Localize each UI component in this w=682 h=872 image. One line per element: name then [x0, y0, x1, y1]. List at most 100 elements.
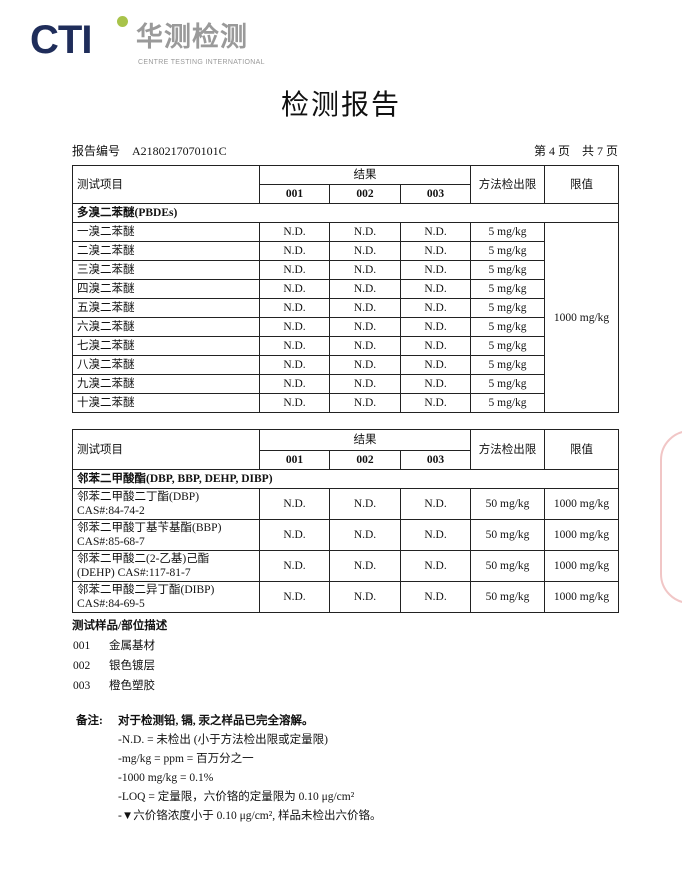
table-cell: 5 mg/kg: [470, 222, 546, 242]
cti-logo: CTI 华测检测 CENTRE TESTING INTERNATIONAL: [30, 10, 290, 66]
table-cell: N.D.: [259, 393, 330, 413]
table-cell: N.D.: [329, 581, 401, 613]
table-cell: N.D.: [259, 355, 330, 375]
sample-item: 003 橙色塑胶: [72, 679, 632, 694]
table-row: 三溴二苯醚 N.D. N.D. N.D. 5 mg/kg: [72, 260, 619, 280]
pbde-table: 测试项目 结果 方法检出限 限值 001 002 003 多溴二苯醚(PBDEs) 一溴二…: [71, 165, 620, 413]
table-cell: 5 mg/kg: [470, 298, 546, 318]
header-item: 测试项目: [72, 165, 260, 204]
header-003: 003: [399, 450, 472, 470]
cas-number: CAS#:84-69-5: [77, 598, 145, 610]
header-limit: 限值: [544, 165, 620, 204]
table-row: 六溴二苯醚 N.D. N.D. N.D. 5 mg/kg: [72, 317, 619, 337]
table-cell: N.D.: [329, 241, 401, 261]
group-row: 多溴二苯醚(PBDEs): [71, 203, 620, 223]
notes: 备注: 对于检测铅, 镉, 汞之样品已完全溶解。 -N.D. = 未检出 (小于方…: [72, 714, 632, 828]
note-line: -▼六价铬浓度小于 0.10 μg/cm², 样品未检出六价铬。: [118, 810, 382, 822]
table-cell: N.D.: [259, 260, 330, 280]
table-cell: N.D.: [329, 317, 401, 337]
note-line: -mg/kg = ppm = 百万分之一: [118, 753, 254, 765]
samples-list: 001 金属基材 002 银色镀层 003 橙色塑胶: [72, 639, 632, 694]
table-cell: N.D.: [259, 581, 330, 613]
table-cell: 1000 mg/kg: [544, 581, 620, 613]
table-cell: N.D.: [259, 550, 330, 582]
logo-mark: CTI: [30, 18, 92, 62]
table-cell: N.D.: [259, 374, 330, 394]
table-cell: 5 mg/kg: [470, 336, 546, 356]
table-cell: N.D.: [259, 488, 330, 520]
table-row: 一溴二苯醚 N.D. N.D. N.D. 5 mg/kg 1000 mg/kg: [72, 222, 620, 413]
table-cell: N.D.: [329, 374, 401, 394]
table-cell: N.D.: [399, 519, 472, 551]
table-cell: 四溴二苯醚: [72, 279, 260, 299]
table-cell: N.D.: [399, 279, 472, 299]
table-cell: 五溴二苯醚: [72, 298, 260, 318]
notes-label: 备注:: [76, 715, 103, 727]
table-row: 七溴二苯醚 N.D. N.D. N.D. 5 mg/kg: [72, 336, 619, 356]
item-name: 邻苯二甲酸二(2-乙基)己酯: [77, 553, 210, 565]
table-cell: 50 mg/kg: [470, 488, 546, 520]
samples-title: 测试样品/部位描述: [72, 620, 168, 632]
table-cell: N.D.: [329, 222, 401, 242]
sample-id: 002: [73, 660, 91, 672]
header-001: 001: [259, 184, 330, 204]
table-cell: 1000 mg/kg: [544, 222, 620, 413]
table-cell: N.D.: [259, 279, 330, 299]
table-cell: N.D.: [329, 550, 401, 582]
table-row: 邻苯二甲酸丁基苄基酯(BBP) CAS#:85-68-7 N.D. N.D. N.D. 5…: [72, 519, 620, 551]
table-cell: N.D.: [399, 298, 472, 318]
table-cell: N.D.: [259, 298, 330, 318]
page-info: 第 4 页 共 7 页: [533, 144, 618, 158]
table-cell: 二溴二苯醚: [72, 241, 260, 261]
table-row: 四溴二苯醚 N.D. N.D. N.D. 5 mg/kg: [72, 279, 619, 299]
table-cell: N.D.: [329, 279, 401, 299]
table-row: 五溴二苯醚 N.D. N.D. N.D. 5 mg/kg: [72, 298, 619, 318]
table-cell: 1000 mg/kg: [544, 488, 620, 520]
logo-en: CENTRE TESTING INTERNATIONAL: [138, 59, 265, 66]
table-cell: 5 mg/kg: [470, 393, 546, 413]
item-name: 邻苯二甲酸二异丁酯(DIBP): [77, 584, 215, 596]
table-cell: N.D.: [399, 336, 472, 356]
table-cell: 5 mg/kg: [470, 317, 546, 337]
sample-desc: 橙色塑胶: [109, 680, 155, 692]
table-cell: N.D.: [399, 355, 472, 375]
sample-item: 002 银色镀层: [72, 659, 632, 674]
table-cell: N.D.: [329, 355, 401, 375]
header-003: 003: [399, 184, 472, 204]
note-line: -1000 mg/kg = 0.1%: [118, 772, 214, 784]
sample-item: 001 金属基材: [72, 639, 632, 654]
item-name-cell: 邻苯二甲酸二丁酯(DBP) CAS#:84-74-2: [72, 488, 260, 520]
header-limit: 限值: [544, 429, 620, 470]
logo-dot-icon: [117, 16, 128, 27]
group-row: 邻苯二甲酸酯(DBP, BBP, DEHP, DIBP): [71, 469, 620, 489]
note-line: 对于检测铅, 镉, 汞之样品已完全溶解。: [118, 715, 314, 727]
table-cell: N.D.: [259, 519, 330, 551]
item-name-cell: 邻苯二甲酸二异丁酯(DIBP) CAS#:84-69-5: [72, 581, 260, 613]
note-line: -N.D. = 未检出 (小于方法检出限或定量限): [118, 734, 328, 746]
table-row: 邻苯二甲酸二(2-乙基)己酯 (DEHP) CAS#:117-81-7 N.D. N.…: [72, 550, 620, 582]
table-cell: 九溴二苯醚: [72, 374, 260, 394]
header-result: 结果: [258, 429, 472, 451]
table-cell: 六溴二苯醚: [72, 317, 260, 337]
table-cell: N.D.: [259, 241, 330, 261]
sample-desc: 金属基材: [109, 640, 155, 652]
table-row: 八溴二苯醚 N.D. N.D. N.D. 5 mg/kg: [72, 355, 619, 375]
item-name: 邻苯二甲酸丁基苄基酯(BBP): [77, 522, 222, 534]
table-cell: 1000 mg/kg: [544, 550, 620, 582]
sample-id: 003: [73, 680, 91, 692]
table-cell: 5 mg/kg: [470, 241, 546, 261]
table-cell: N.D.: [329, 336, 401, 356]
table-cell: 5 mg/kg: [470, 279, 546, 299]
table-cell: N.D.: [259, 317, 330, 337]
table-cell: N.D.: [399, 488, 472, 520]
sample-desc: 银色镀层: [109, 660, 155, 672]
header-mdl: 方法检出限: [470, 165, 546, 204]
phthalate-table: 测试项目 结果 方法检出限 限值 001 002 003 邻苯二甲酸酯(DBP, BBP,…: [71, 429, 620, 613]
item-name: 邻苯二甲酸二丁酯(DBP): [77, 491, 200, 503]
table-cell: N.D.: [329, 488, 401, 520]
report-number-value: A2180217070101C: [132, 144, 227, 158]
table-cell: 十溴二苯醚: [72, 393, 260, 413]
header-item: 测试项目: [72, 429, 260, 470]
item-name-cell: 邻苯二甲酸二(2-乙基)己酯 (DEHP) CAS#:117-81-7: [72, 550, 260, 582]
header-002: 002: [329, 450, 401, 470]
